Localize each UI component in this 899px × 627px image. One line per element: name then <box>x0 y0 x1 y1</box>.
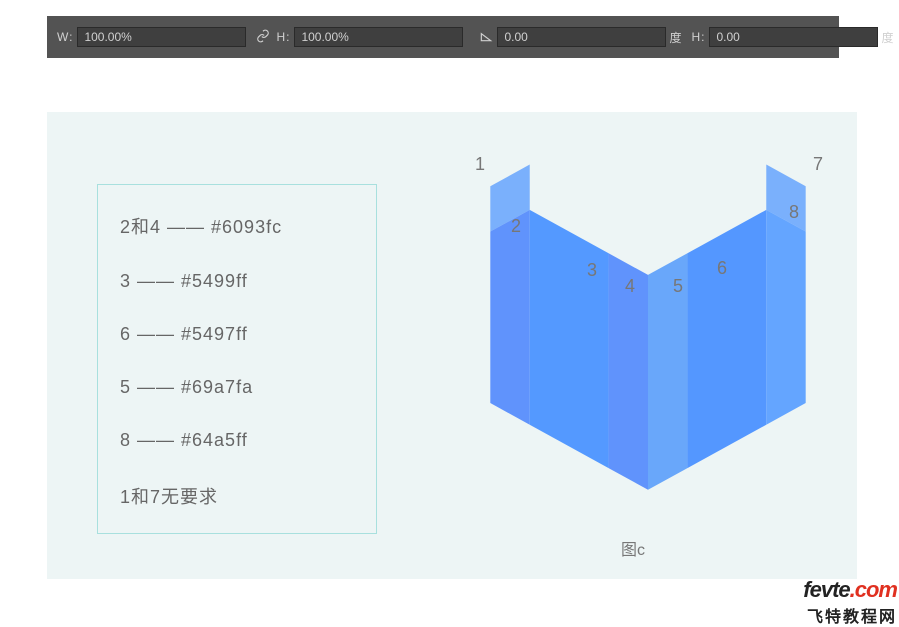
legend-row: 8 —— #64a5ff <box>120 430 354 451</box>
watermark-cn: 飞特教程网 <box>803 603 897 627</box>
angle-field: 度 <box>479 27 687 47</box>
isometric-diagram: 1 2 3 4 5 6 7 8 <box>443 148 853 528</box>
diagram-label-8: 8 <box>789 202 799 223</box>
face-3 <box>530 210 609 468</box>
angle-input[interactable] <box>497 27 666 47</box>
width-field: W: <box>57 27 246 47</box>
transform-toolbar: W: H: 度 H: 度 V: 度 <box>47 16 839 58</box>
diagram-label-3: 3 <box>587 260 597 281</box>
legend-row: 2和4 —— #6093fc <box>120 213 354 239</box>
angle-unit: 度 <box>669 29 681 46</box>
h-label: H: <box>691 30 705 44</box>
legend-row: 5 —— #69a7fa <box>120 377 354 398</box>
angle-icon <box>479 29 493 46</box>
height-label: H: <box>276 30 290 44</box>
h-input[interactable] <box>709 27 878 47</box>
height-input[interactable] <box>294 27 463 47</box>
diagram-label-2: 2 <box>511 216 521 237</box>
legend-row: 3 —— #5499ff <box>120 271 354 292</box>
watermark-brand: fevte <box>803 577 849 602</box>
height-field: H: <box>276 27 463 47</box>
face-2 <box>490 210 529 425</box>
legend-row: 6 —— #5497ff <box>120 324 354 345</box>
diagram-label-6: 6 <box>717 258 727 279</box>
main-panel: 2和4 —— #6093fc 3 —— #5499ff 6 —— #5497ff… <box>47 112 857 579</box>
diagram-label-1: 1 <box>475 154 485 175</box>
width-label: W: <box>57 30 73 44</box>
legend-row: 1和7无要求 <box>120 483 354 509</box>
width-input[interactable] <box>77 27 246 47</box>
diagram-label-4: 4 <box>625 276 635 297</box>
diagram-caption: 图c <box>621 536 645 560</box>
watermark-url: fevte.com <box>803 577 897 603</box>
horizontal-skew-field: H: 度 <box>691 27 899 47</box>
diagram-label-7: 7 <box>813 154 823 175</box>
link-icon[interactable] <box>256 29 270 46</box>
watermark-dotcom: .com <box>850 577 897 602</box>
color-legend-box: 2和4 —— #6093fc 3 —— #5499ff 6 —— #5497ff… <box>97 184 377 534</box>
face-8 <box>766 210 805 425</box>
diagram-label-5: 5 <box>673 276 683 297</box>
watermark: fevte.com 飞特教程网 <box>803 577 897 627</box>
face-6 <box>687 210 766 468</box>
h-unit: 度 <box>881 29 893 46</box>
